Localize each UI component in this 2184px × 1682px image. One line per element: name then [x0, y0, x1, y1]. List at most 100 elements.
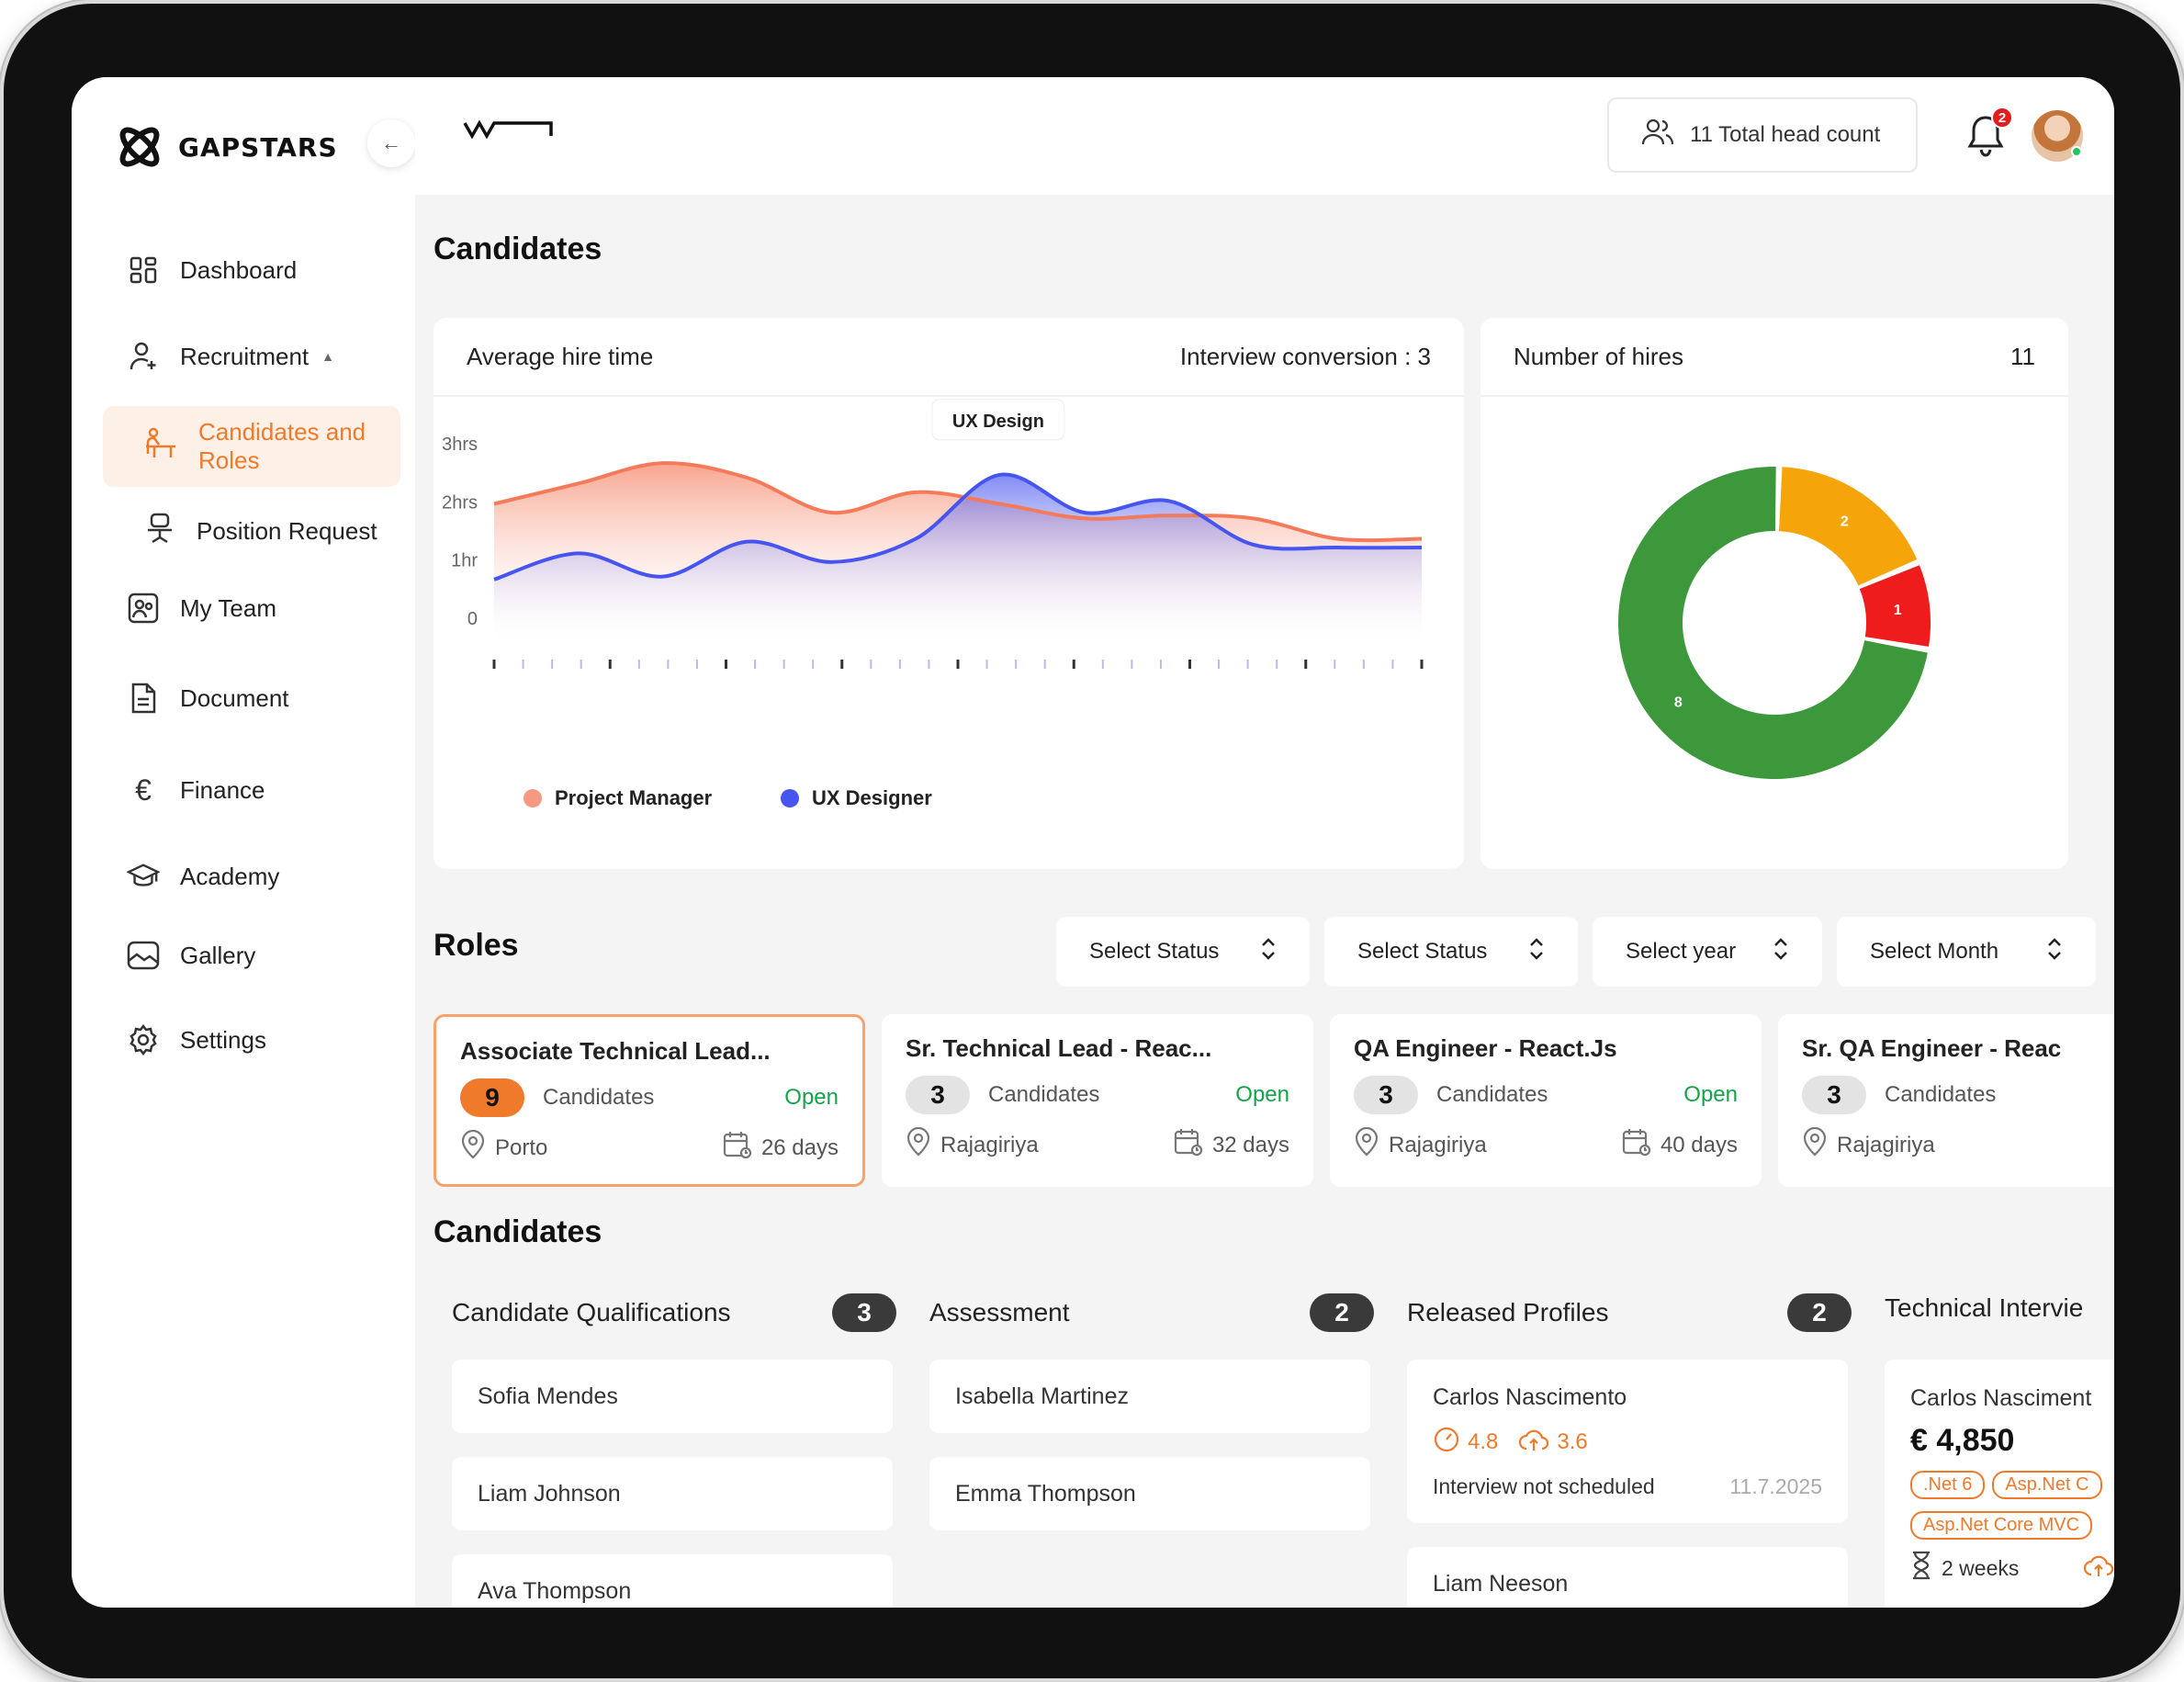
tooltip-box	[931, 399, 1065, 441]
select-status-1[interactable]: Select Status	[1056, 917, 1310, 987]
candidate-card[interactable]: Isabella Martinez	[929, 1360, 1370, 1433]
collapse-sidebar-button[interactable]: ←	[367, 119, 415, 167]
nav-academy-label: Academy	[180, 862, 280, 890]
select-month-label: Select Month	[1870, 939, 1999, 964]
candidate-card[interactable]: Sofia Mendes	[452, 1360, 893, 1433]
top-bar: 11 Total head count 2	[415, 77, 2114, 195]
role-status: Open	[1235, 1082, 1289, 1107]
company-logo-icon	[463, 119, 553, 140]
candidate-card[interactable]: Liam Neeson	[1407, 1547, 1848, 1608]
hires-card: Number of hires 11 2 1 8	[1480, 318, 2068, 869]
nav-gallery[interactable]: Gallery	[127, 939, 255, 972]
users-icon	[1641, 119, 1674, 152]
hire-time-title: Average hire time	[467, 342, 654, 370]
nav-dashboard-label: Dashboard	[180, 255, 298, 284]
updown-chevron-icon	[1260, 937, 1277, 967]
nav-settings-label: Settings	[180, 1025, 266, 1054]
score-upload: 3.6	[1518, 1427, 1588, 1459]
brand-name: GAPSTARS	[178, 131, 338, 163]
calendar-icon	[723, 1130, 752, 1166]
nav-finance[interactable]: € Finance	[127, 773, 265, 807]
hire-time-card: Average hire time Interview conversion :…	[433, 318, 1464, 869]
role-title: Associate Technical Lead...	[460, 1037, 771, 1065]
y-tick-label: 0	[467, 609, 478, 629]
sidebar: GAPSTARS ← Dashboard Recruitment ▲	[72, 77, 415, 1608]
score-1: 4.8	[1468, 1429, 1499, 1454]
candidate-salary: € 4,850	[1910, 1423, 2015, 1458]
nav-academy[interactable]: Academy	[127, 860, 279, 893]
nav-my-team-label: My Team	[180, 593, 276, 622]
nav-recruitment-label: Recruitment	[180, 342, 310, 370]
tablet-frame: GAPSTARS ← Dashboard Recruitment ▲	[4, 4, 2180, 1678]
cloud-upload-icon	[1518, 1427, 1549, 1459]
select-month[interactable]: Select Month	[1837, 917, 2096, 987]
select-year-label: Select year	[1626, 939, 1737, 964]
candidate-card[interactable]: Liam Johnson	[452, 1457, 893, 1530]
skill-tag: Asp.Net Core MVC	[1910, 1511, 2093, 1540]
column-title: Technical Intervie	[1885, 1293, 2084, 1322]
candidate-name: Carlos Nascimento	[1433, 1383, 1627, 1410]
user-add-icon	[127, 340, 160, 373]
role-status: Open	[1683, 1082, 1738, 1107]
notification-count-badge: 2	[1991, 107, 2013, 129]
donut-slice	[1618, 466, 1928, 779]
headcount-button[interactable]: 11 Total head count	[1607, 97, 1918, 173]
nav-my-team[interactable]: My Team	[127, 592, 276, 625]
hire-time-card-header: Average hire time Interview conversion :…	[433, 318, 1464, 397]
nav-position-request[interactable]: Position Request	[103, 502, 400, 560]
headcount-label: 11 Total head count	[1690, 122, 1881, 147]
gear-icon	[127, 1023, 160, 1056]
nav-recruitment[interactable]: Recruitment ▲	[127, 340, 334, 373]
candidate-detail-card[interactable]: Carlos Nasciment € 4,850 .Net 6 Asp.Net C…	[1885, 1360, 2114, 1608]
select-status-2[interactable]: Select Status	[1324, 917, 1578, 987]
donut-slice	[1859, 565, 1931, 647]
candidate-duration: 2 weeks	[1942, 1555, 2020, 1580]
select-year[interactable]: Select year	[1593, 917, 1822, 987]
select-status-1-label: Select Status	[1089, 939, 1220, 964]
legend-project-manager: Project Manager	[523, 786, 712, 810]
nav-settings[interactable]: Settings	[127, 1023, 266, 1056]
role-card[interactable]: Sr. Technical Lead - Reac... 3 Candidates…	[882, 1014, 1313, 1187]
candidate-card[interactable]: Ava Thompson	[452, 1554, 893, 1608]
interview-conversion: Interview conversion : 3	[1179, 342, 1431, 370]
nav-dashboard[interactable]: Dashboard	[127, 254, 297, 287]
legend-label-project-manager: Project Manager	[555, 786, 713, 809]
role-card[interactable]: Associate Technical Lead... 9 Candidates …	[433, 1014, 865, 1187]
role-location: Rajagiriya	[1389, 1132, 1487, 1157]
candidate-count-pill: 3	[1354, 1076, 1418, 1114]
series-line-project-manager	[493, 461, 1423, 543]
candidate-status-row: Interview not scheduled 11.7.2025	[1433, 1474, 1822, 1499]
role-card[interactable]: Sr. QA Engineer - Reac 3 Candidates Rajag…	[1778, 1014, 2114, 1187]
interview-date: 11.7.2025	[1729, 1473, 1822, 1498]
candidate-card[interactable]: Emma Thompson	[929, 1457, 1370, 1530]
nav-document[interactable]: Document	[127, 682, 289, 715]
candidate-count-pill: 9	[460, 1078, 524, 1117]
column-title: Assessment	[929, 1298, 1070, 1326]
gapstars-logo-icon	[119, 127, 160, 167]
candidates-label: Candidates	[988, 1082, 1100, 1107]
hires-card-header: Number of hires 11	[1480, 318, 2068, 397]
updown-chevron-icon	[1773, 937, 1789, 967]
series-line-ux-designer	[493, 472, 1423, 581]
cloud-upload-icon	[2083, 1552, 2114, 1584]
grid-icon	[127, 254, 160, 287]
skill-tag: .Net 6	[1910, 1471, 1986, 1499]
nav-candidates-roles-label: Candidates and Roles	[198, 418, 366, 474]
candidate-count-pill: 3	[906, 1076, 970, 1114]
euro-icon: €	[135, 773, 152, 807]
role-location: Rajagiriya	[1837, 1132, 1935, 1157]
legend-dot-project-manager	[523, 789, 542, 807]
nav-gallery-label: Gallery	[180, 941, 256, 969]
tooltip-label: UX Design	[952, 412, 1044, 432]
column-title: Released Profiles	[1407, 1298, 1609, 1326]
nav-candidates-roles[interactable]: Candidates and Roles	[103, 406, 400, 487]
hires-value: 11	[2010, 342, 2035, 370]
chair-icon	[143, 512, 176, 551]
candidate-detail-card[interactable]: Carlos Nascimento 4.8 3.6 Interview not …	[1407, 1360, 1848, 1523]
column-released-profiles: Released Profiles 2	[1407, 1293, 1852, 1332]
legend-ux-designer: UX Designer	[781, 786, 932, 810]
candidates-label: Candidates	[1885, 1082, 1997, 1107]
role-card[interactable]: QA Engineer - React.Js 3 Candidates Open …	[1330, 1014, 1762, 1187]
column-candidate-qualifications: Candidate Qualifications 3	[452, 1293, 896, 1332]
location-pin-icon	[906, 1126, 931, 1163]
